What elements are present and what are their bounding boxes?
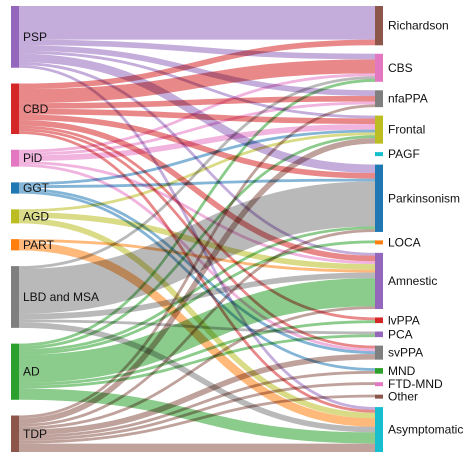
source-label-ggt: GGT bbox=[23, 181, 50, 195]
flow-cbd-to-parkinsonism bbox=[18, 114, 376, 179]
flow-cbd-to-amnestic bbox=[18, 119, 376, 262]
source-label-lbd: LBD and MSA bbox=[23, 290, 99, 304]
source-label-agd: AGD bbox=[23, 209, 49, 223]
target-node-parkinsonism bbox=[375, 164, 383, 232]
source-node-ad bbox=[11, 343, 19, 400]
target-label-loca: LOCA bbox=[388, 235, 421, 249]
target-node-ftdmnd bbox=[375, 382, 383, 387]
target-label-svppa: svPPA bbox=[388, 346, 423, 360]
source-node-tdp bbox=[11, 415, 19, 452]
flow-psp-to-amnestic bbox=[18, 62, 376, 256]
target-node-loca bbox=[375, 240, 383, 245]
flow-ad-to-pca bbox=[18, 334, 376, 389]
source-node-ggt bbox=[11, 182, 19, 194]
target-label-mnd: MND bbox=[388, 364, 416, 378]
target-label-richardson: Richardson bbox=[388, 19, 449, 33]
flow-lbd-to-parkinsonism bbox=[18, 181, 376, 314]
target-node-lvppa bbox=[375, 317, 383, 324]
flow-ad-to-lvppa bbox=[18, 320, 376, 386]
flow-psp-to-cbs bbox=[18, 39, 376, 60]
flow-ggt-to-frontal bbox=[18, 129, 376, 186]
flow-tdp-to-frontal bbox=[18, 138, 376, 424]
flow-cbd-to-richardson bbox=[18, 39, 376, 90]
target-label-parkinsonism: Parkinsonism bbox=[388, 191, 460, 205]
target-node-cbs bbox=[375, 53, 383, 82]
flow-tdp-to-other bbox=[18, 394, 376, 444]
flow-pid-to-cbs bbox=[18, 73, 376, 153]
target-label-amnestic: Amnestic bbox=[388, 274, 437, 288]
target-node-svppa bbox=[375, 345, 383, 360]
source-node-part bbox=[11, 239, 19, 251]
source-label-tdp: TDP bbox=[23, 427, 47, 441]
source-label-psp: PSP bbox=[23, 30, 47, 44]
flow-ad-to-parkinsonism bbox=[18, 226, 376, 353]
flow-ggt-to-parkinsonism bbox=[18, 178, 376, 188]
target-node-richardson bbox=[375, 6, 383, 46]
source-node-pid bbox=[11, 149, 19, 167]
flow-tdp-to-mnd bbox=[18, 370, 376, 438]
flow-tdp-to-svppa bbox=[18, 354, 376, 436]
source-node-lbd bbox=[11, 266, 19, 328]
flow-links bbox=[18, 5, 376, 452]
target-label-nfappa: nfaPPA bbox=[388, 92, 428, 106]
source-node-agd bbox=[11, 209, 19, 224]
flow-ad-to-asymptomatic bbox=[18, 388, 376, 444]
target-label-asymptomatic: Asymptomatic bbox=[388, 423, 463, 437]
target-node-pagf bbox=[375, 152, 383, 157]
target-label-lvppa: lvPPA bbox=[388, 313, 420, 327]
flow-cbd-to-nfappa bbox=[18, 95, 376, 109]
target-label-pca: PCA bbox=[388, 327, 413, 341]
target-label-cbs: CBS bbox=[388, 61, 413, 75]
flow-psp-to-nfappa bbox=[18, 45, 376, 96]
flow-ad-to-loca bbox=[18, 240, 376, 355]
source-label-pid: PiD bbox=[23, 151, 43, 165]
flow-ad-to-cbs bbox=[18, 79, 376, 347]
flow-ad-to-frontal bbox=[18, 135, 376, 350]
nodes bbox=[11, 6, 383, 452]
target-node-nfappa bbox=[375, 90, 383, 108]
target-node-mnd bbox=[375, 368, 383, 374]
flow-pid-to-frontal bbox=[18, 124, 376, 162]
source-node-cbd bbox=[11, 83, 19, 135]
target-label-other: Other bbox=[388, 390, 418, 404]
target-label-frontal: Frontal bbox=[388, 123, 425, 137]
target-label-ftdmnd: FTD-MND bbox=[388, 377, 443, 391]
flow-cbd-to-cbs bbox=[18, 59, 376, 104]
flow-ad-to-amnestic bbox=[18, 278, 376, 383]
source-label-ad: AD bbox=[23, 365, 40, 379]
source-node-psp bbox=[11, 6, 19, 68]
target-node-other bbox=[375, 394, 383, 399]
target-node-asymptomatic bbox=[375, 407, 383, 452]
flow-tdp-to-ftdmnd bbox=[18, 382, 376, 441]
target-node-pca bbox=[375, 331, 383, 338]
flow-tdp-to-parkinsonism bbox=[18, 229, 376, 427]
target-node-amnestic bbox=[375, 252, 383, 309]
source-label-cbd: CBD bbox=[23, 102, 49, 116]
target-node-frontal bbox=[375, 115, 383, 144]
flow-pid-to-nfappa bbox=[18, 101, 376, 156]
source-label-part: PART bbox=[23, 238, 55, 252]
node-labels: PSP CBD PiD GGT AGD PART LBD and MSA AD TDP Richa… bbox=[23, 19, 463, 441]
target-label-pagf: PAGF bbox=[388, 147, 420, 161]
flow-tdp-to-amnestic bbox=[18, 306, 376, 430]
flow-tdp-to-nfappa bbox=[18, 104, 376, 419]
flow-lbd-to-cbs bbox=[18, 76, 376, 269]
